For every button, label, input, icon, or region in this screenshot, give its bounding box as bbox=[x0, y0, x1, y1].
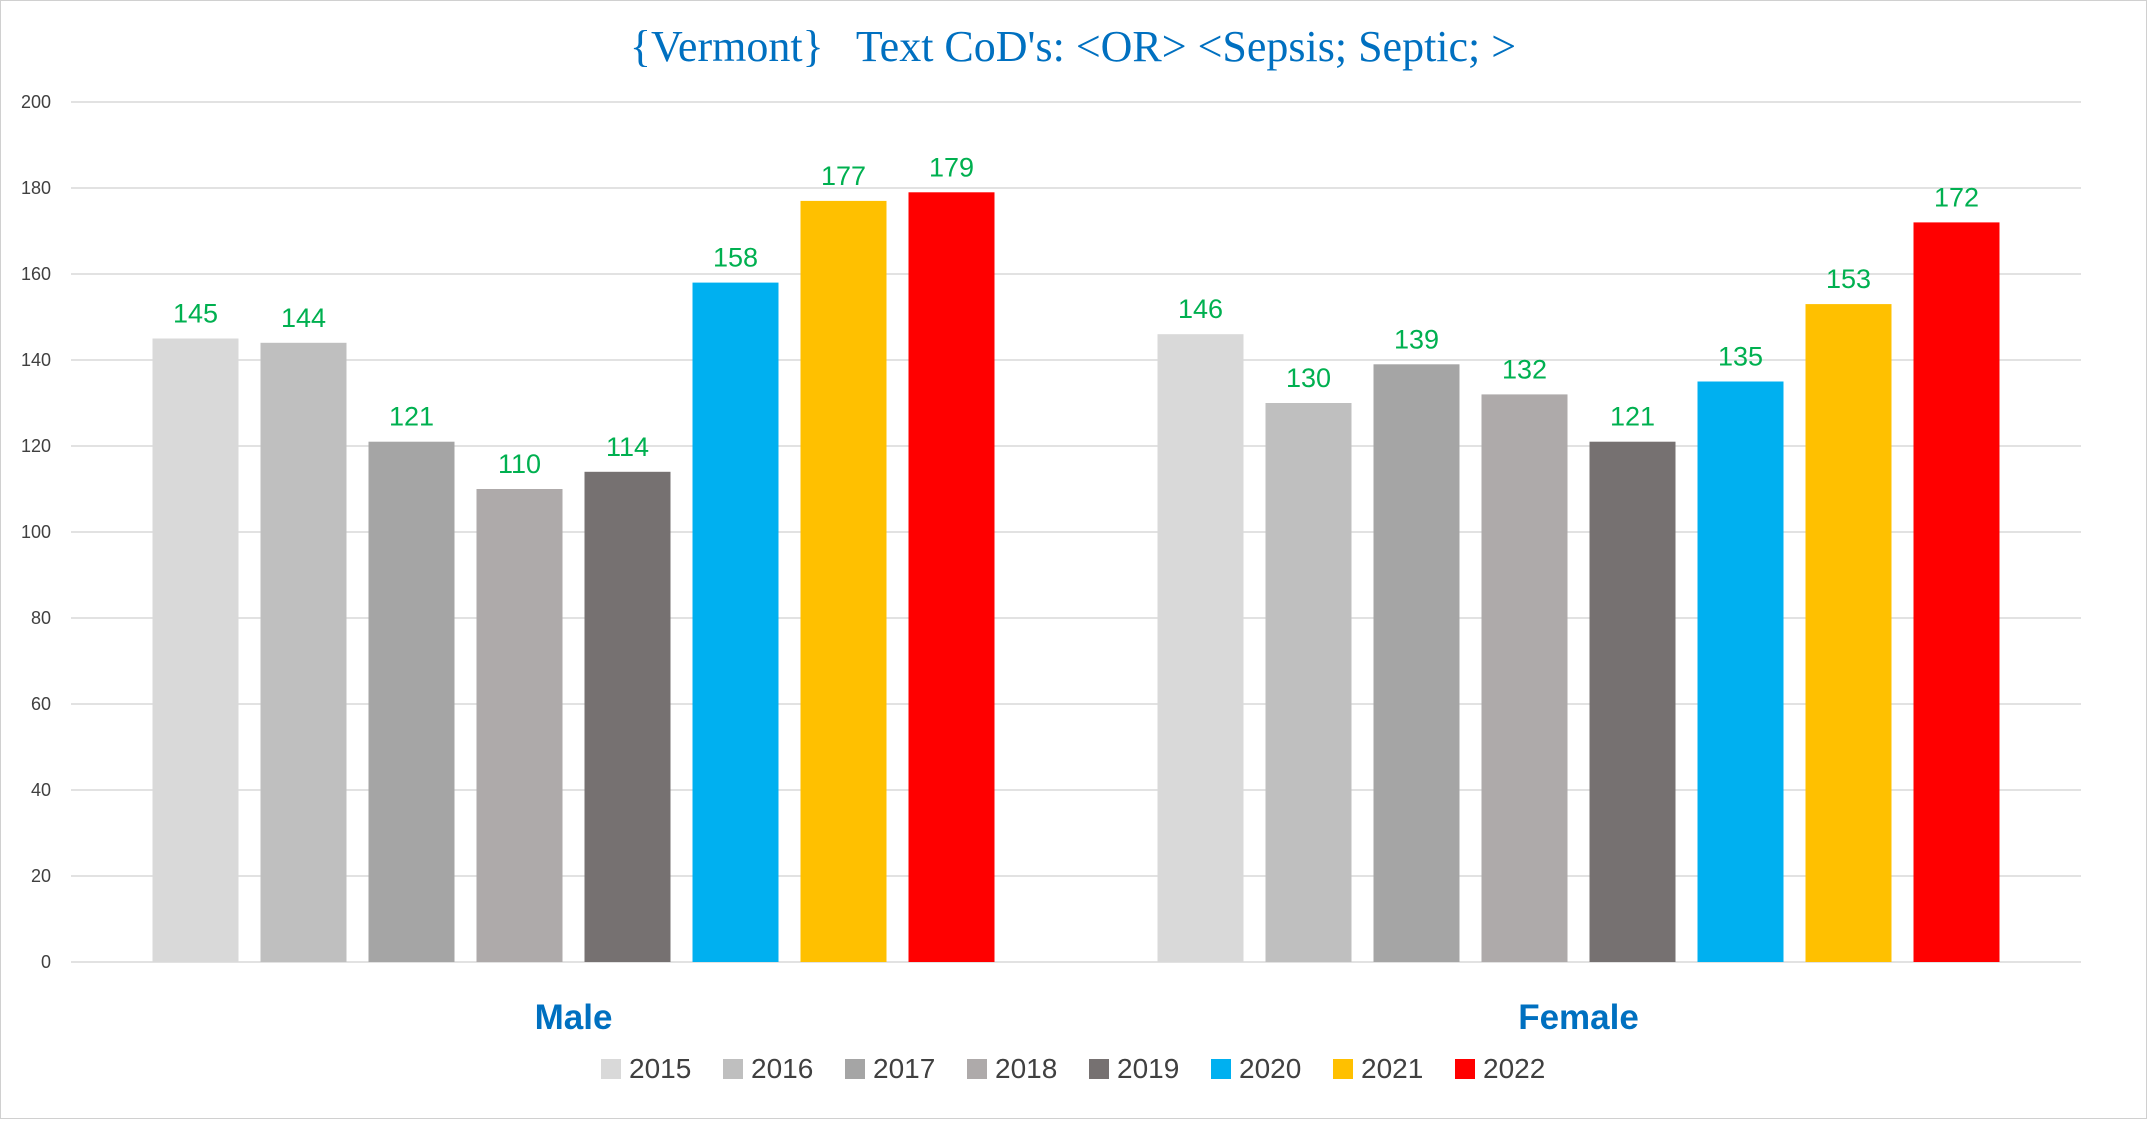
y-tick-label: 40 bbox=[31, 780, 51, 800]
legend-swatch bbox=[1089, 1059, 1109, 1079]
legend-swatch bbox=[1333, 1059, 1353, 1079]
bar-female-2020 bbox=[1697, 381, 1784, 962]
bar-male-2019 bbox=[584, 471, 671, 962]
bar-female-2015 bbox=[1157, 334, 1244, 962]
bar-female-2016 bbox=[1265, 403, 1352, 962]
legend-swatch bbox=[723, 1059, 743, 1079]
bar-female-2021 bbox=[1805, 304, 1892, 963]
data-label: 110 bbox=[498, 449, 541, 479]
bar-male-2017 bbox=[368, 441, 455, 962]
bar-female-2019 bbox=[1589, 441, 1676, 962]
y-tick-label: 180 bbox=[21, 178, 51, 198]
legend-swatch bbox=[1455, 1059, 1475, 1079]
bar-female-2017 bbox=[1373, 364, 1460, 962]
data-label: 179 bbox=[929, 152, 974, 182]
legend-label: 2016 bbox=[751, 1053, 813, 1084]
data-label: 146 bbox=[1178, 294, 1223, 324]
data-label: 153 bbox=[1826, 264, 1871, 294]
y-tick-label: 120 bbox=[21, 436, 51, 456]
legend-label: 2021 bbox=[1361, 1053, 1423, 1084]
data-label: 177 bbox=[821, 161, 866, 191]
legend-item-2016: 2016 bbox=[723, 1053, 813, 1084]
legend-label: 2022 bbox=[1483, 1053, 1545, 1084]
bar-male-2020 bbox=[692, 282, 779, 963]
legend-item-2015: 2015 bbox=[601, 1053, 691, 1084]
data-label: 145 bbox=[173, 299, 218, 329]
y-axis: 0 20 40 60 80 100 120 140 160 180 200 bbox=[21, 92, 51, 972]
data-label: 130 bbox=[1286, 363, 1331, 393]
data-label: 114 bbox=[606, 432, 649, 462]
y-tick-label: 20 bbox=[31, 866, 51, 886]
data-label: 135 bbox=[1718, 342, 1763, 372]
legend-label: 2017 bbox=[873, 1053, 935, 1084]
category-label-male: Male bbox=[535, 998, 613, 1037]
data-label: 139 bbox=[1394, 324, 1439, 354]
data-label: 144 bbox=[281, 303, 326, 333]
bar-male-2021 bbox=[800, 200, 887, 962]
legend-item-2018: 2018 bbox=[967, 1053, 1057, 1084]
bar-male-2018 bbox=[476, 489, 563, 962]
y-tick-label: 140 bbox=[21, 350, 51, 370]
category-label-female: Female bbox=[1518, 998, 1639, 1037]
legend-item-2022: 2022 bbox=[1455, 1053, 1545, 1084]
legend-swatch bbox=[845, 1059, 865, 1079]
y-tick-label: 0 bbox=[41, 952, 51, 972]
y-tick-label: 60 bbox=[31, 694, 51, 714]
legend-label: 2018 bbox=[995, 1053, 1057, 1084]
data-labels: 145 144 121 110 114 158 177 179 146 130 139 132 121 1… bbox=[173, 152, 1979, 479]
legend-item-2017: 2017 bbox=[845, 1053, 935, 1084]
bar-female-2018 bbox=[1481, 394, 1568, 962]
x-axis-categories: Male Female bbox=[535, 998, 1639, 1037]
y-tick-label: 200 bbox=[21, 92, 51, 112]
legend-item-2020: 2020 bbox=[1211, 1053, 1301, 1084]
data-label: 121 bbox=[1610, 402, 1655, 432]
bars bbox=[152, 192, 2000, 963]
legend: 2015 2016 2017 2018 2019 2020 2021 2022 bbox=[601, 1053, 1545, 1084]
y-tick-label: 100 bbox=[21, 522, 51, 542]
legend-label: 2019 bbox=[1117, 1053, 1179, 1084]
data-label: 158 bbox=[713, 243, 758, 273]
bar-female-2022 bbox=[1913, 222, 2000, 962]
legend-swatch bbox=[967, 1059, 987, 1079]
bar-male-2022 bbox=[908, 192, 995, 963]
bar-male-2015 bbox=[152, 338, 239, 962]
data-label: 172 bbox=[1934, 182, 1979, 212]
legend-swatch bbox=[601, 1059, 621, 1079]
legend-item-2019: 2019 bbox=[1089, 1053, 1179, 1084]
legend-swatch bbox=[1211, 1059, 1231, 1079]
data-label: 132 bbox=[1502, 354, 1547, 384]
chart-title: {Vermont} Text CoD's: <OR> <Sepsis; Sept… bbox=[630, 22, 1516, 71]
legend-item-2021: 2021 bbox=[1333, 1053, 1423, 1084]
y-tick-label: 160 bbox=[21, 264, 51, 284]
legend-label: 2015 bbox=[629, 1053, 691, 1084]
bar-male-2016 bbox=[260, 342, 347, 962]
legend-label: 2020 bbox=[1239, 1053, 1301, 1084]
y-tick-label: 80 bbox=[31, 608, 51, 628]
data-label: 121 bbox=[389, 402, 434, 432]
